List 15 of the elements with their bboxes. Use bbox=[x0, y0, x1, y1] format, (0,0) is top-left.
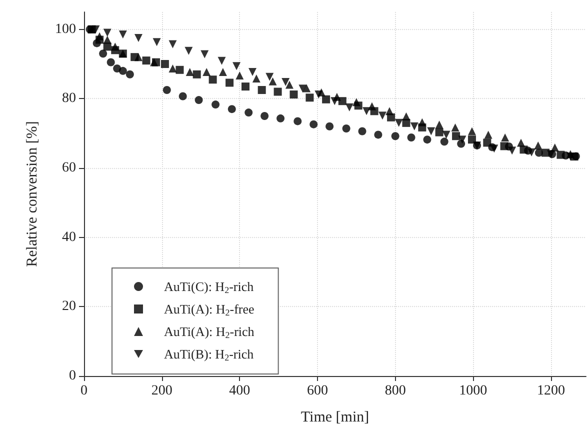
x-tick-label: 400 bbox=[229, 384, 250, 398]
x-tick-label: 0 bbox=[80, 384, 88, 398]
x-tick-label: 1200 bbox=[536, 384, 565, 398]
x-tick-label: 800 bbox=[384, 384, 406, 398]
y-tick-label: 40 bbox=[62, 230, 76, 245]
y-tick-label: 20 bbox=[62, 299, 76, 314]
y-tick-label: 80 bbox=[62, 91, 76, 106]
y-tick-label: 0 bbox=[69, 368, 76, 384]
y-tick-label: 100 bbox=[55, 22, 76, 37]
y-axis-title: Relative conversion [%] bbox=[24, 121, 40, 267]
y-tick-label: 60 bbox=[62, 160, 76, 176]
x-tick-label: 1000 bbox=[459, 384, 488, 398]
x-tick-label: 200 bbox=[151, 384, 172, 398]
x-tick-label: 600 bbox=[306, 384, 328, 398]
x-axis-title: Time [min] bbox=[300, 410, 370, 426]
